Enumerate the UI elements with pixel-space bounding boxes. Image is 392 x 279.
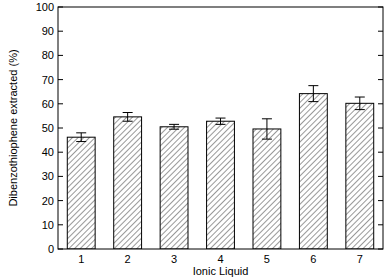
y-tick-right [378,103,383,104]
y-tick-right [378,176,383,177]
error-bar [216,118,226,124]
bars [67,86,373,249]
bar [207,121,235,249]
y-tick-right [378,200,383,201]
y-tick [58,103,63,104]
y-tick-right [378,152,383,153]
x-tick-label: 6 [310,253,316,265]
bar [253,129,281,249]
y-tick-label: 30 [42,170,54,182]
y-tick-label: 50 [42,122,54,134]
y-tick-right [378,249,383,250]
plot-frame [58,7,383,249]
chart: 0 10 20 30 40 50 60 70 80 90 100 1 2 3 4 5 6 7 Ionic Liqui… [0,0,392,279]
y-tick-label: 100 [36,1,54,13]
y-tick-right [378,31,383,32]
x-tick-label: 1 [78,253,84,265]
x-tick-label: 3 [171,253,177,265]
y-axis-label: Dibenzothiophene extracted (%) [7,49,19,206]
y-tick-label: 70 [42,74,54,86]
y-tick [58,31,63,32]
error-bar [123,113,133,122]
y-tick-right [378,224,383,225]
bar [67,137,95,249]
bar [160,127,188,249]
error-bar [308,86,318,102]
error-bar [169,124,179,129]
y-tick [58,7,63,8]
y-tick [58,224,63,225]
y-tick-right [378,79,383,80]
x-axis-label: Ionic Liquid [193,265,249,277]
error-bar [355,97,365,110]
x-tick-label: 7 [357,253,363,265]
y-tick-label: 90 [42,25,54,37]
x-tick-label: 5 [264,253,270,265]
bar [114,117,142,249]
y-tick-label: 60 [42,98,54,110]
y-tick-right [378,7,383,8]
y-tick-right [378,128,383,129]
y-tick-label: 80 [42,49,54,61]
y-tick-label: 10 [42,219,54,231]
error-bar [262,119,272,139]
y-tick-right [378,55,383,56]
y-tick [58,152,63,153]
y-tick [58,200,63,201]
y-tick [58,79,63,80]
bar [346,103,374,249]
error-bar [76,133,86,142]
y-tick-label: 0 [48,243,54,255]
bar [299,94,327,249]
y-tick-label: 40 [42,146,54,158]
y-tick [58,128,63,129]
y-tick-label: 20 [42,195,54,207]
x-tick-label: 2 [125,253,131,265]
y-tick [58,176,63,177]
y-tick [58,249,63,250]
x-tick-label: 4 [217,253,223,265]
y-tick [58,55,63,56]
